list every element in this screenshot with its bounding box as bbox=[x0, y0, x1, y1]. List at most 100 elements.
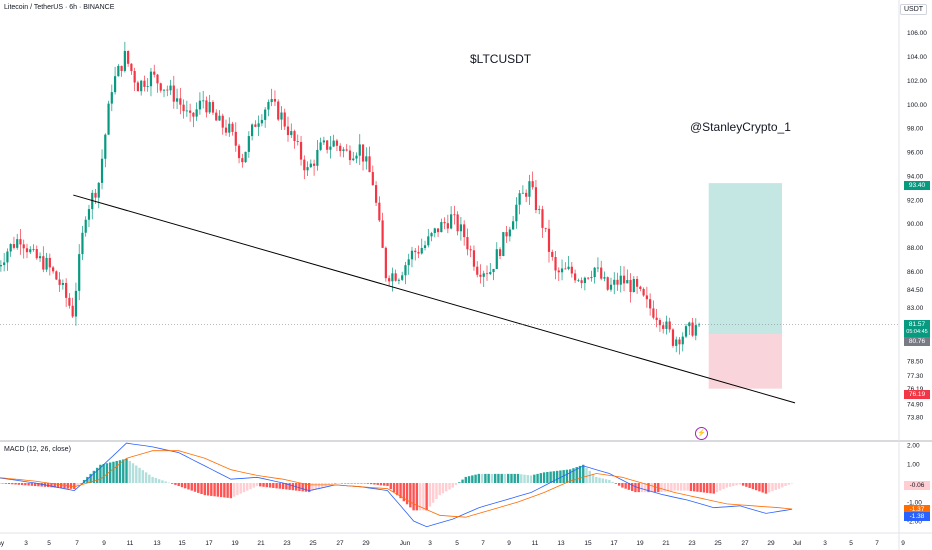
macd-hist-bar bbox=[751, 483, 755, 490]
macd-hist-bar bbox=[784, 483, 787, 487]
macd-hist-bar bbox=[210, 483, 213, 496]
candle-body bbox=[580, 280, 583, 284]
macd-hist-bar bbox=[562, 470, 565, 483]
candle-body bbox=[299, 141, 303, 160]
candle-body bbox=[593, 267, 596, 278]
candle-body bbox=[0, 265, 2, 267]
macd-hist-bar bbox=[774, 483, 777, 490]
candle-body bbox=[472, 250, 476, 267]
candle-body bbox=[671, 329, 675, 346]
currency-label[interactable]: USDT bbox=[900, 4, 928, 15]
candle-body bbox=[665, 321, 668, 329]
candle-body bbox=[169, 85, 172, 91]
macd-hist-bar bbox=[366, 483, 370, 484]
macd-hist-bar bbox=[206, 483, 210, 496]
price-tick-label: 104.00 bbox=[907, 54, 927, 61]
macd-hist-bar bbox=[131, 463, 135, 483]
candle-body bbox=[224, 127, 228, 133]
macd-hist-bar bbox=[262, 483, 265, 487]
macd-hist-bar bbox=[542, 472, 546, 483]
macd-hist-bar bbox=[611, 481, 614, 483]
macd-hist-bar bbox=[301, 483, 304, 492]
macd-hist-bar bbox=[144, 472, 148, 483]
macd-hist-bar bbox=[242, 483, 246, 493]
macd-hist-bar bbox=[712, 483, 715, 494]
candle-body bbox=[179, 98, 182, 105]
stop-zone bbox=[708, 334, 782, 389]
candle-body bbox=[684, 326, 688, 337]
macd-hist-bar bbox=[617, 483, 621, 486]
candle-body bbox=[241, 158, 244, 163]
candle-body bbox=[632, 278, 635, 292]
macd-hist-bar bbox=[591, 473, 595, 483]
candle-body bbox=[159, 83, 162, 91]
price-tick-label: 94.00 bbox=[907, 173, 924, 180]
candle-body bbox=[668, 321, 671, 330]
candle-body bbox=[332, 140, 335, 147]
symbol-header[interactable]: Litecoin / TetherUS · 6h · BINANCE bbox=[4, 4, 115, 11]
macd-histogram bbox=[0, 458, 794, 511]
author-annotation: @StanleyCrypto_1 bbox=[690, 120, 791, 134]
macd-hist-bar bbox=[174, 483, 177, 485]
macd-hist-bar bbox=[402, 483, 406, 502]
macd-hist-bar bbox=[27, 483, 30, 486]
candle-body bbox=[156, 74, 159, 84]
macd-hist-bar bbox=[477, 473, 481, 483]
macd-tick-label: 2.00 bbox=[907, 443, 920, 450]
macd-hist-bar bbox=[653, 483, 657, 493]
macd-hist-bar bbox=[650, 483, 653, 493]
candle-body bbox=[603, 277, 606, 279]
lightning-alert-icon[interactable]: ⚡ bbox=[695, 427, 708, 440]
macd-hist-bar bbox=[53, 483, 56, 488]
candle-body bbox=[697, 324, 701, 326]
macd-hist-bar bbox=[311, 483, 314, 491]
candle-body bbox=[388, 278, 391, 282]
candle-body bbox=[573, 273, 577, 281]
candle-body bbox=[394, 273, 397, 281]
macd-hist-bar bbox=[634, 483, 637, 493]
macd-hist-bar bbox=[151, 476, 154, 483]
macd-indicator-title[interactable]: MACD (12, 26, close) bbox=[4, 446, 71, 453]
candle-body bbox=[498, 249, 502, 256]
macd-signal-badge: -1.37 bbox=[904, 505, 930, 514]
candle-body bbox=[198, 100, 202, 110]
macd-hist-bar bbox=[627, 483, 631, 490]
candle-body bbox=[515, 204, 518, 222]
candle-body bbox=[691, 322, 694, 336]
candle-body bbox=[675, 339, 678, 346]
candle-body bbox=[410, 250, 414, 260]
candle-body bbox=[557, 270, 560, 273]
price-tick-label: 98.00 bbox=[907, 126, 924, 133]
candle-body bbox=[544, 227, 547, 229]
candle-body bbox=[639, 286, 642, 289]
candle-body bbox=[518, 193, 521, 205]
macd-hist-bar bbox=[552, 471, 556, 483]
candle-body bbox=[120, 65, 123, 71]
candle-body bbox=[652, 308, 655, 318]
candle-body bbox=[215, 112, 218, 121]
macd-hist-bar bbox=[428, 483, 432, 507]
candle-body bbox=[378, 202, 381, 221]
candle-body bbox=[61, 282, 64, 285]
price-tick-label: 96.00 bbox=[907, 150, 924, 157]
macd-hist-bar bbox=[647, 483, 650, 493]
candle-body bbox=[78, 254, 81, 291]
trendline bbox=[73, 194, 796, 404]
candle-body bbox=[38, 256, 42, 259]
candle-body bbox=[596, 267, 600, 269]
macd-hist-bar bbox=[308, 483, 311, 493]
time-tick-label: 7 bbox=[75, 540, 79, 547]
candle-body bbox=[404, 265, 407, 276]
candle-body bbox=[202, 100, 205, 102]
candle-body bbox=[678, 339, 681, 345]
candle-body bbox=[65, 282, 68, 298]
candle-body bbox=[463, 224, 466, 238]
macd-tick-label: 1.00 bbox=[907, 462, 920, 469]
macd-tick-label: -1.00 bbox=[907, 500, 922, 507]
macd-hist-bar bbox=[112, 461, 115, 483]
candle-body bbox=[195, 109, 198, 117]
macd-hist-bar bbox=[578, 465, 582, 483]
price-tick-label: 74.90 bbox=[907, 402, 924, 409]
macd-hist-bar bbox=[82, 479, 86, 483]
candle-body bbox=[123, 50, 126, 71]
